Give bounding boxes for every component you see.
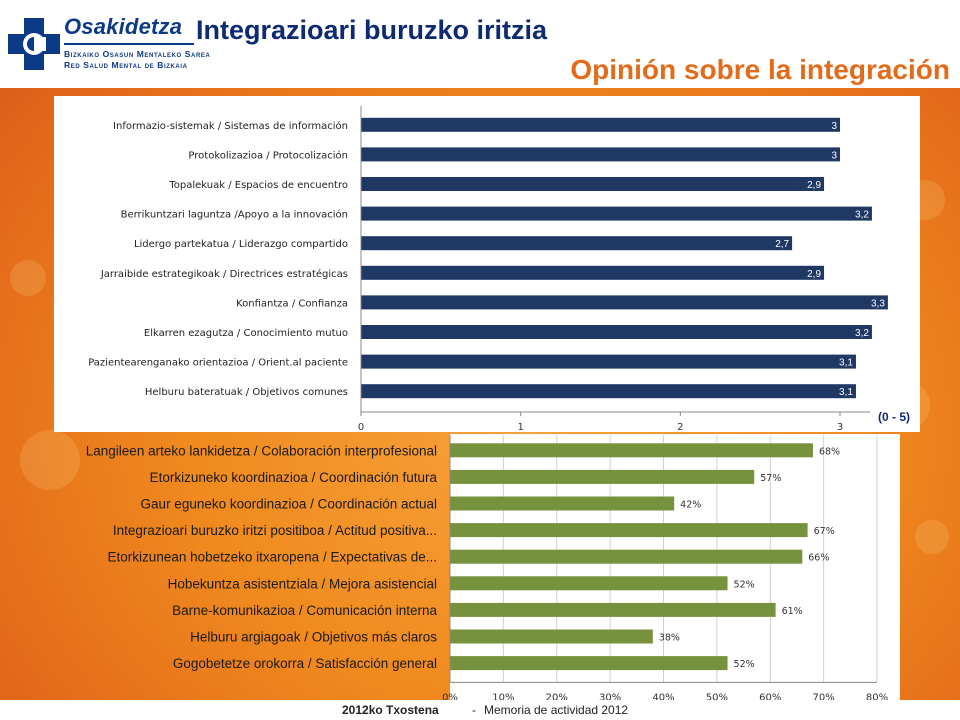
bar-percentage: [450, 443, 813, 458]
bar-percentage: [450, 496, 675, 511]
category-label: Topalekuak / Espacios de encuentro: [168, 180, 348, 191]
page-subtitle: Opinión sobre la integración: [570, 54, 950, 85]
bar-score: [361, 206, 872, 221]
category-label: Informazio-sistemak / Sistemas de inform…: [113, 120, 348, 132]
category-label: Gaur eguneko koordinazioa / Coordinación…: [141, 497, 437, 512]
category-label: Etorkizunean hobetzeko itxaropena / Expe…: [108, 550, 437, 565]
bar-score: [361, 236, 793, 251]
category-label: Lidergo partekatua / Liderazgo compartid…: [134, 239, 348, 250]
logo-subtitle-basque: Bizkaiko Osasun Mentaleko Sarea: [64, 49, 211, 59]
category-label: Berrikuntzari laguntza /Apoyo a la innov…: [121, 209, 348, 221]
category-label: Langileen arteko lankidetza / Colaboraci…: [86, 443, 437, 458]
x-tick-label: 60%: [759, 692, 781, 700]
bar-score: [361, 354, 856, 369]
bar-value-label: 2,7: [775, 239, 789, 250]
bar-value-label: 38%: [659, 633, 680, 644]
x-tick-label: 0: [358, 422, 364, 432]
x-tick-label: 50%: [706, 692, 728, 700]
bar-percentage: [450, 523, 808, 538]
bar-value-label: 3,2: [855, 210, 869, 221]
category-label: Protokolizazioa / Protocolización: [188, 149, 348, 161]
logo-text: Osakidetza Bizkaiko Osasun Mentaleko Sar…: [64, 14, 210, 71]
x-tick-label: 30%: [599, 692, 621, 700]
bar-value-label: 57%: [760, 473, 781, 484]
category-label: Elkarren ezagutza / Conocimiento mutuo: [144, 328, 348, 339]
bar-percentage: [450, 576, 728, 591]
logo-name: Osakidetza: [64, 14, 183, 39]
logo-subtitle-spanish: Red Salud Mental de Bizkaia: [64, 60, 188, 70]
x-tick-label: 80%: [866, 692, 888, 700]
category-label: Helburu argiagoak / Objetivos más claros: [190, 630, 437, 645]
x-tick-label: 2: [677, 422, 683, 432]
bar-value-label: 3: [831, 150, 837, 161]
osakidetza-logo-icon: [6, 16, 62, 72]
footer: 2012ko Txostena - Memoria de actividad 2…: [0, 700, 960, 720]
logo-divider: [64, 43, 194, 45]
bar-value-label: 3: [831, 121, 837, 132]
bar-percentage: [450, 602, 776, 617]
chart-integration-percentages-svg: 0% 10% 20% 30% 40% 50% 60% 70% 80% 68% Langileen a…: [86, 435, 888, 700]
bar-value-label: 2,9: [807, 269, 821, 280]
page-title: Integrazioari buruzko iritzia: [196, 15, 548, 45]
footer-memoria: Memoria de actividad 2012: [484, 703, 629, 717]
bar-value-label: 3,1: [839, 358, 853, 369]
bar-percentage: [450, 469, 755, 484]
bar-value-label: 52%: [734, 579, 755, 590]
category-label: Pazientearenganako orientazioa / Orient.…: [88, 358, 348, 369]
bar-score: [361, 325, 872, 339]
chart-integration-scores-svg: 3 Informazio-sistemak / Sistemas de infor…: [88, 106, 888, 433]
bar-percentage: [450, 629, 653, 644]
bar-value-label: 42%: [680, 500, 701, 511]
bar-score: [361, 117, 840, 132]
bar-value-label: 67%: [814, 526, 835, 537]
footer-separator: -: [472, 703, 476, 717]
x-tick-label: 70%: [813, 692, 835, 700]
x-tick-label: 3: [837, 422, 843, 432]
bar-score: [361, 295, 888, 310]
bar-value-label: 3,1: [839, 387, 853, 398]
category-label: Helburu bateratuak / Objetivos comunes: [145, 387, 348, 398]
x-tick-label: 20%: [546, 692, 568, 700]
bar-value-label: 3,3: [871, 298, 885, 309]
bar-value-label: 68%: [819, 446, 840, 457]
scale-note: (0 - 5): [877, 410, 910, 424]
category-label: Hobekuntza asistentziala / Mejora asiste…: [168, 576, 437, 591]
bar-score: [361, 147, 840, 162]
chart-integration-scores: 3 Informazio-sistemak / Sistemas de infor…: [54, 96, 920, 433]
bar-score: [361, 265, 825, 280]
x-tick-label: 40%: [652, 692, 674, 700]
bar-percentage: [450, 656, 728, 671]
bar-value-label: 2,9: [807, 180, 821, 191]
bar-value-label: 52%: [734, 659, 755, 670]
bar-value-label: 3,2: [855, 328, 869, 339]
header: Osakidetza Bizkaiko Osasun Mentaleko Sar…: [0, 0, 960, 88]
chart-integration-percentages: 0% 10% 20% 30% 40% 50% 60% 70% 80% 68% Langileen a…: [0, 432, 900, 700]
x-tick-label: 1: [517, 422, 523, 432]
bar-score: [361, 177, 825, 191]
bar-value-label: 61%: [782, 606, 803, 617]
x-tick-label: 10%: [492, 692, 514, 700]
category-label: Barne-komunikazioa / Comunicación intern…: [172, 603, 437, 618]
footer-year: 2012ko Txostena: [342, 703, 439, 717]
x-tick-label: 0%: [442, 692, 458, 700]
category-label: Jarraibide estrategikoak / Directrices e…: [100, 268, 348, 280]
category-label: Gogobetetze orokorra / Satisfacción gene…: [173, 656, 437, 671]
bar-value-label: 66%: [808, 553, 829, 564]
category-label: Konfiantza / Confianza: [236, 298, 348, 309]
bar-score: [361, 384, 856, 399]
category-label: Etorkizuneko koordinazioa / Coordinación…: [150, 470, 438, 485]
bar-percentage: [450, 549, 803, 564]
category-label: Integrazioari buruzko iritzi positiboa /…: [113, 523, 437, 538]
